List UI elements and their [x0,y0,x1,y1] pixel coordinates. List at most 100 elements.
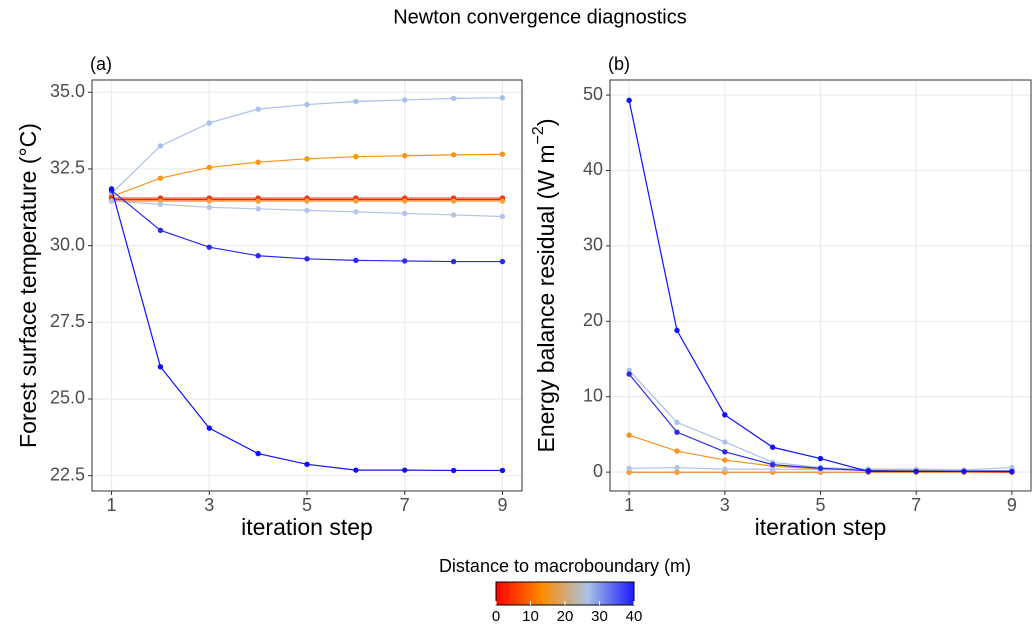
legend-title: Distance to macroboundary (m) [439,556,691,576]
x-tick-label: 9 [497,495,507,515]
x-tick-label: 1 [624,495,634,515]
x-axis-title: iteration step [241,514,373,540]
point [626,367,632,374]
point [402,97,408,103]
point [402,153,408,159]
colorbar-tick-label: 20 [557,608,574,625]
point [769,466,776,472]
point [157,227,164,233]
y-tick-label: 10 [583,385,603,405]
point [817,455,824,462]
plot-border [91,79,523,492]
point [353,257,359,264]
point [402,467,408,473]
point [450,152,457,158]
point [353,153,359,160]
panel-label: (a) [90,54,112,74]
point [304,256,310,262]
point [674,448,680,454]
point [817,465,824,472]
point [304,461,310,468]
point [674,419,680,426]
point [913,468,919,475]
point [353,209,359,215]
point [108,186,115,192]
point [206,164,212,171]
point [255,450,261,457]
point [769,461,776,468]
y-tick-label: 20 [583,310,603,330]
point [255,159,261,165]
plot-border [609,79,1032,492]
y-tick-label: 32.5 [50,158,85,178]
point [626,432,632,438]
x-tick-label: 3 [204,495,214,515]
point [499,95,506,101]
point [674,327,680,334]
point [626,97,632,104]
point [157,175,164,181]
y-tick-label: 27.5 [50,311,85,331]
point [450,212,457,218]
point [674,469,680,475]
point [353,467,359,473]
point [722,457,728,463]
point [769,444,776,450]
x-tick-label: 5 [302,495,312,515]
y-tick-label: 30 [583,235,603,255]
x-tick-label: 1 [107,495,117,515]
colorbar-tick-label: 40 [626,608,643,625]
point [499,198,506,204]
point [402,210,408,217]
point [402,258,408,264]
y-tick-label: 35.0 [50,81,85,101]
point [450,95,457,102]
point [304,198,310,204]
colorbar-tick-label: 30 [591,608,608,625]
point [255,253,261,259]
point [450,198,457,204]
panel-label: (b) [608,54,630,74]
point [1009,468,1015,475]
point [157,143,164,149]
point [722,439,728,445]
point [206,244,212,250]
point [722,412,728,418]
point [722,449,728,455]
point [304,156,310,162]
point [304,101,310,108]
y-tick-label: 25.0 [50,388,85,408]
point [402,198,408,204]
point [157,364,164,370]
point [961,468,967,475]
point [1009,464,1015,471]
x-tick-label: 9 [1007,495,1017,515]
x-tick-label: 7 [400,495,410,515]
x-tick-label: 3 [720,495,730,515]
point [353,198,359,204]
point [674,464,680,471]
point [353,98,359,105]
point [499,151,506,157]
point [626,469,632,475]
point [206,425,212,431]
y-tick-label: 22.5 [50,464,85,484]
y-tick-label: 30.0 [50,234,85,254]
y-axis-title: Forest surface temperature (°C) [15,123,41,448]
x-tick-label: 5 [815,495,825,515]
y-tick-label: 40 [583,159,603,179]
point [304,207,310,214]
figure-title: Newton convergence diagnostics [393,6,687,28]
point [450,467,457,474]
point [722,466,728,472]
point [255,198,261,204]
point [499,213,506,220]
point [206,204,212,210]
point [626,465,632,472]
point [255,106,261,112]
point [108,198,115,204]
x-tick-label: 7 [911,495,921,515]
point [674,429,680,435]
point [499,258,506,265]
